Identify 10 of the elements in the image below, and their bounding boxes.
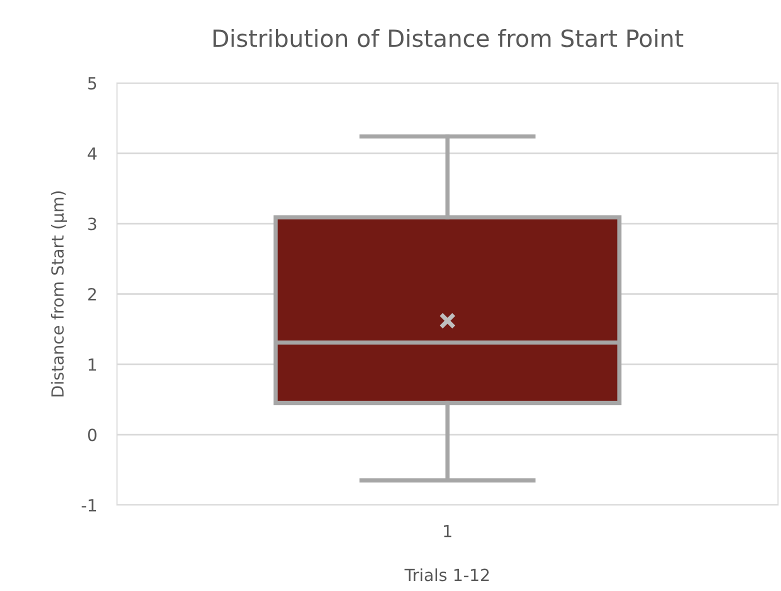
y-tick-label: 5 bbox=[88, 77, 96, 90]
y-tick-label: -1 bbox=[82, 499, 96, 512]
y-tick-label: 0 bbox=[88, 428, 96, 442]
y-tick-label: 4 bbox=[88, 148, 97, 160]
y-tick-label: 3 bbox=[88, 218, 96, 230]
x-axis-title: Trials 1-12 bbox=[404, 568, 489, 582]
y-axis-title: Distance from Start (µm) bbox=[50, 191, 68, 396]
y-tick-label: 2 bbox=[88, 288, 96, 300]
chart-title: Distribution of Distance from Start Point bbox=[214, 28, 684, 48]
y-tick-label: 1 bbox=[88, 358, 96, 371]
